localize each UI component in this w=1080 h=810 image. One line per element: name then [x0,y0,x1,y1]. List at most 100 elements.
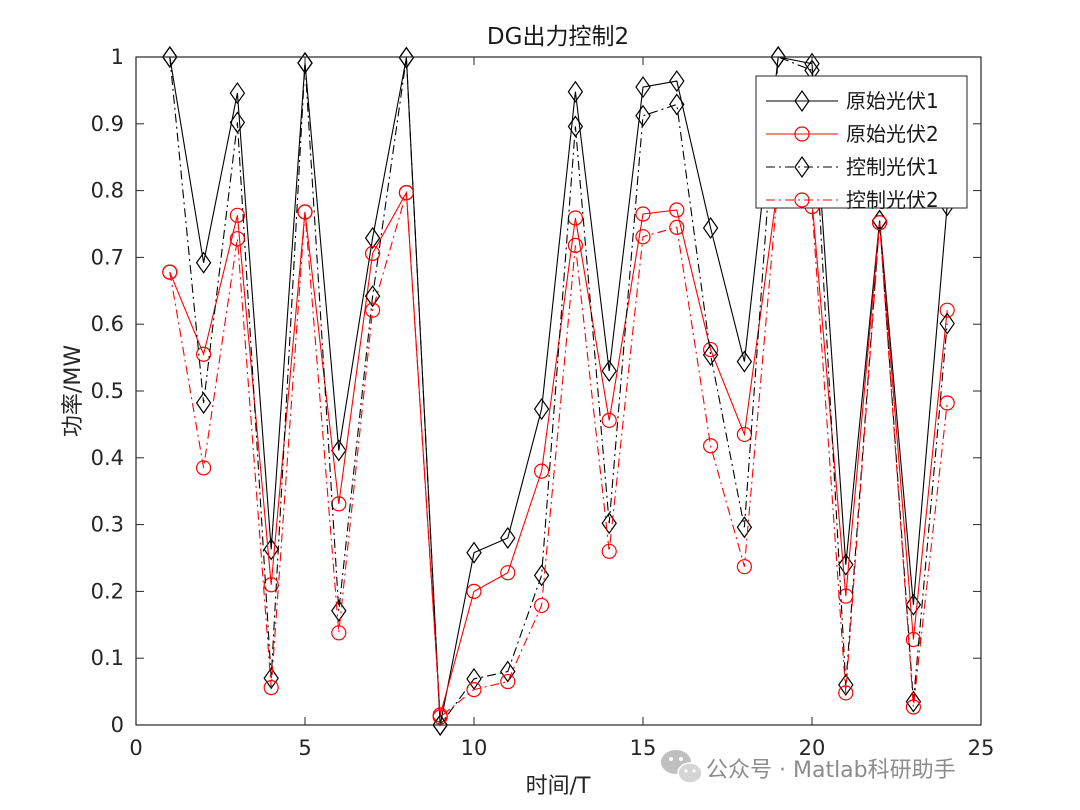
data-point [195,251,212,274]
series-line [169,181,948,719]
data-point [939,312,955,335]
tick-layer: 0 5 10 15 20 25 0 0.1 0.2 0.3 0.4 0.5 0.6 0.7 0.8 0.9 1 [91,45,995,760]
y-tick-label: 0 [111,713,124,737]
data-point [398,185,414,201]
data-point [331,439,347,462]
data-point [432,709,448,725]
legend-marker [794,89,810,113]
data-point [331,599,347,622]
data-point [939,302,955,318]
legend-box [755,75,968,209]
data-point [601,512,617,535]
data-point [263,679,279,696]
data-point [364,285,381,308]
data-point [669,70,685,93]
data-point [770,45,786,69]
y-tick-label: 0.1 [91,646,124,670]
x-tick-label: 20 [799,736,826,760]
series-4 [162,174,955,725]
data-point [838,685,854,701]
data-point [567,80,584,103]
data-point [365,302,381,318]
data-point [196,460,212,476]
data-point [905,690,922,713]
data-point [804,52,820,75]
data-point [702,341,719,358]
legend-label: 控制光伏2 [846,188,939,212]
data-point [162,264,178,280]
data-point [263,667,279,690]
data-point [365,245,381,261]
data-point [702,216,719,240]
data-point [398,46,415,69]
data-point [500,565,516,581]
x-axis-label: 时间/T [526,774,591,799]
y-tick-label: 0.9 [91,112,124,136]
data-point [635,104,651,127]
legend-label: 控制光伏1 [846,155,939,179]
x-tick-label: 25 [968,736,995,760]
data-point [702,343,719,366]
data-point [533,463,550,479]
data-point [838,553,854,576]
y-tick-label: 0.7 [91,245,124,269]
watermark: 公众号 · Matlab科研助手 [661,750,956,784]
legend-marker [794,192,810,208]
data-point [229,231,245,247]
x-tick-label: 0 [129,736,142,760]
data-point [466,541,482,564]
wechat-icon [661,750,703,784]
y-tick-label: 0.6 [91,312,124,336]
data-point [331,625,347,641]
data-point [702,438,719,454]
legend-label: 原始光伏2 [846,122,939,146]
data-point [229,207,245,223]
legend-entry: 原始光伏1 [766,89,939,113]
data-point [601,412,617,428]
data-point [736,426,753,443]
data-point [635,76,651,99]
legend-entries: 原始光伏1 原始光伏2 控制光伏1 控制光伏2 [766,89,939,212]
series-line [169,181,948,716]
y-axis-label: 功率/MW [61,345,86,437]
data-point [736,350,753,373]
data-point [838,673,854,696]
data-point [635,229,651,245]
data-point [601,543,617,559]
legend-marker [794,126,810,142]
data-point [229,111,246,134]
data-point [939,395,955,411]
data-point [567,237,584,253]
legend-marker [794,155,810,179]
data-point [297,204,313,220]
data-point [533,564,550,587]
data-point [905,699,922,715]
data-point [364,226,381,250]
data-point [669,202,685,218]
data-point [905,593,922,616]
y-tick-label: 0.4 [91,446,124,470]
data-point [195,391,212,415]
data-point [567,115,584,138]
y-tick-label: 1 [111,45,124,69]
legend-entry: 控制光伏2 [766,188,939,212]
y-tick-label: 0.3 [91,513,124,537]
data-point [466,681,482,698]
data-point [601,359,617,383]
data-point [500,526,516,550]
data-point [263,538,279,561]
data-point [736,516,753,539]
data-point [669,219,685,235]
data-point [500,660,516,683]
series-layer [162,45,955,737]
data-point [669,93,685,116]
data-point [162,45,178,69]
x-tick-label: 15 [630,736,657,760]
data-point [500,673,516,690]
data-point [466,583,482,600]
data-point [297,51,313,75]
data-point [635,206,651,222]
x-tick-label: 10 [461,736,488,760]
y-tick-label: 0.5 [91,379,124,403]
